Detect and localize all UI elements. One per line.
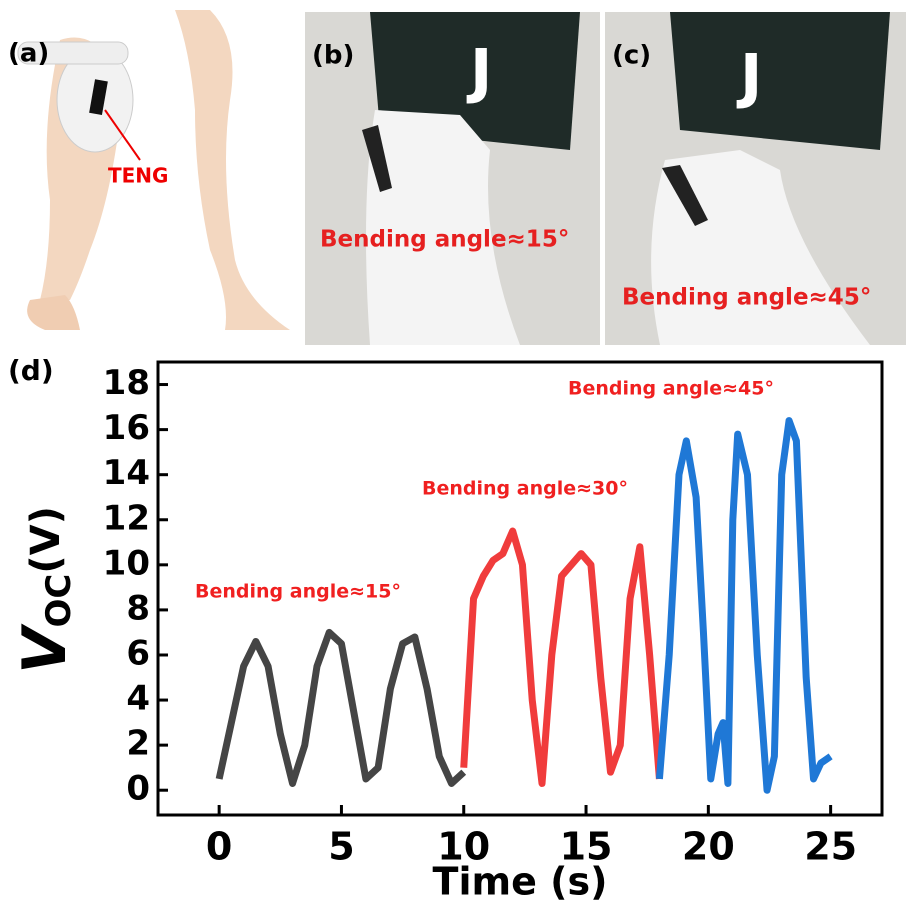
caption: Bending angle≈45° [622, 285, 871, 311]
y-tick-label: 14 [103, 453, 150, 493]
y-tick-label: 6 [126, 633, 150, 673]
y-axis-label-unit: (V) [23, 506, 69, 574]
shirt-print: J [466, 37, 492, 107]
y-tick-label: 18 [103, 363, 150, 403]
annotation: Bending angle≈30° [422, 478, 628, 500]
x-tick-label: 5 [328, 825, 354, 869]
caption: Bending angle≈15° [320, 227, 569, 253]
panel-label: (b) [312, 41, 354, 71]
series-line [659, 421, 830, 791]
y-tick-label: 16 [103, 408, 150, 448]
y-tick-label: 4 [126, 679, 150, 719]
y-tick-label: 8 [126, 588, 150, 628]
x-tick-label: 25 [804, 825, 857, 869]
series-line [219, 632, 464, 783]
annotation: Bending angle≈45° [568, 378, 774, 400]
figure-canvas: (a) TENG J (b) Bending angle≈15° J (c) B… [0, 0, 906, 904]
x-tick-label: 0 [206, 825, 232, 869]
x-tick-label: 15 [560, 825, 613, 869]
y-axis-label-main: V [10, 623, 80, 674]
y-tick-label: 0 [126, 769, 150, 809]
annotation: Bending angle≈15° [195, 581, 401, 603]
panel-label: (d) [8, 354, 54, 387]
teng-label: TENG [108, 164, 168, 188]
shirt-print: J [736, 42, 762, 112]
figure: (a) TENG J (b) Bending angle≈15° J (c) B… [0, 0, 906, 904]
y-tick-label: 12 [103, 498, 150, 538]
y-axis-label: VOC(V) [10, 506, 80, 674]
y-axis-label-sub: OC [39, 574, 79, 628]
panel-label: (c) [612, 41, 651, 71]
x-tick-label: 20 [682, 825, 735, 869]
series-line [464, 531, 660, 783]
panel-label: (a) [8, 39, 49, 69]
y-tick-label: 2 [126, 724, 150, 764]
x-tick-label: 10 [437, 825, 490, 869]
y-tick-label: 10 [103, 543, 150, 583]
